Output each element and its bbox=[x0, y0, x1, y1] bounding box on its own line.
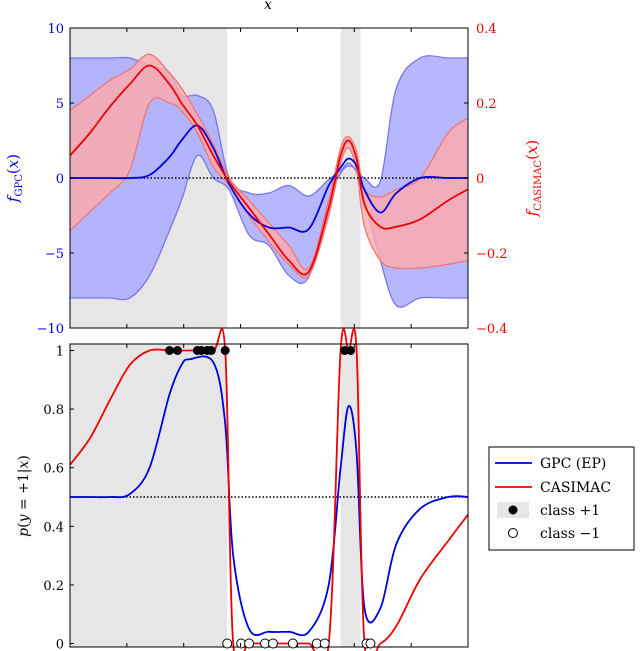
left-y-label: fGPC(x) bbox=[4, 154, 25, 203]
left-axis-ticks: −10 −5 0 5 10 bbox=[37, 22, 74, 337]
left-tick-label-2: 0 bbox=[56, 172, 64, 187]
casimac-band-upper bbox=[69, 53, 469, 271]
left-tick-label-3: 5 bbox=[56, 97, 64, 112]
bottom-x-ticks bbox=[126, 344, 412, 647]
left-tick-label-4: 10 bbox=[47, 22, 64, 37]
legend-gpc: GPC (EP) bbox=[540, 456, 606, 472]
bottom-y-tick-label-2: 0.4 bbox=[43, 520, 64, 535]
left-tick-label-1: −5 bbox=[45, 247, 64, 262]
legend: GPC (EP) CASIMAC class +1 class −1 bbox=[488, 446, 635, 551]
bottom-y-label: p(y = +1|x) bbox=[16, 455, 32, 537]
right-tick-label-1: −0.2 bbox=[476, 247, 508, 262]
gpc-band bbox=[70, 55, 468, 308]
confidence-bands bbox=[69, 53, 469, 308]
legend-casimac: CASIMAC bbox=[540, 480, 611, 496]
bottom-y-ticks: 0 0.2 0.4 0.6 0.8 1 bbox=[43, 345, 74, 651]
right-axis-ticks: −0.4 −0.2 0 0.2 0.4 bbox=[464, 22, 508, 337]
right-y-label: fCASIMAC(x) bbox=[523, 140, 544, 218]
gpc-band-lower bbox=[69, 154, 468, 308]
legend-class-minus: class −1 bbox=[540, 526, 600, 542]
casimac-band-lower bbox=[69, 97, 469, 279]
left-tick-label-0: −10 bbox=[37, 322, 64, 337]
legend-class-plus: class +1 bbox=[540, 503, 600, 519]
top-x-ticks bbox=[126, 28, 412, 328]
right-tick-label-0: −0.4 bbox=[476, 322, 508, 337]
class-minus-point-7 bbox=[319, 638, 330, 649]
bottom-y-tick-label-1: 0.2 bbox=[43, 579, 64, 594]
class-minus-point-2 bbox=[244, 638, 255, 649]
gpc-probability-line bbox=[70, 355, 469, 637]
class-minus-point-9 bbox=[365, 638, 376, 649]
shaded-region-0 bbox=[70, 344, 228, 647]
class-plus-point-5 bbox=[206, 346, 216, 355]
class-minus-point-4 bbox=[267, 638, 278, 649]
class-minus-point-0 bbox=[222, 638, 233, 649]
bottom-y-tick-label-0: 0 bbox=[56, 638, 64, 651]
shaded-regions bbox=[70, 344, 361, 647]
right-tick-label-3: 0.2 bbox=[476, 97, 497, 112]
top-plot: −10 −5 0 5 10 −0.4 −0.2 0 0.2 0.4 fGPC(x) fCASIM… bbox=[4, 22, 544, 337]
class-minus-point-5 bbox=[287, 638, 298, 649]
bottom-plot: 0 0.2 0.4 0.6 0.8 1 p(y = +1|x) bbox=[16, 328, 469, 651]
class-plus-point-1 bbox=[172, 346, 182, 355]
right-tick-label-2: 0 bbox=[476, 172, 484, 187]
casimac-band bbox=[70, 54, 468, 278]
bottom-y-tick-label-5: 1 bbox=[56, 345, 64, 360]
bottom-y-tick-label-3: 0.6 bbox=[43, 462, 64, 477]
bottom-y-tick-label-4: 0.8 bbox=[43, 403, 64, 418]
class-plus-point-6 bbox=[220, 346, 230, 355]
gpc-mean-line bbox=[70, 124, 468, 233]
class-plus-point-8 bbox=[346, 346, 356, 355]
casimac-mean-line bbox=[69, 64, 469, 276]
bottom-plot-frame bbox=[69, 343, 469, 648]
mean-lines bbox=[69, 64, 469, 276]
class-points bbox=[165, 346, 376, 649]
top-x-label: x bbox=[264, 0, 272, 13]
class-plus-point-0 bbox=[165, 346, 174, 355]
right-tick-label-4: 0.4 bbox=[476, 22, 497, 37]
